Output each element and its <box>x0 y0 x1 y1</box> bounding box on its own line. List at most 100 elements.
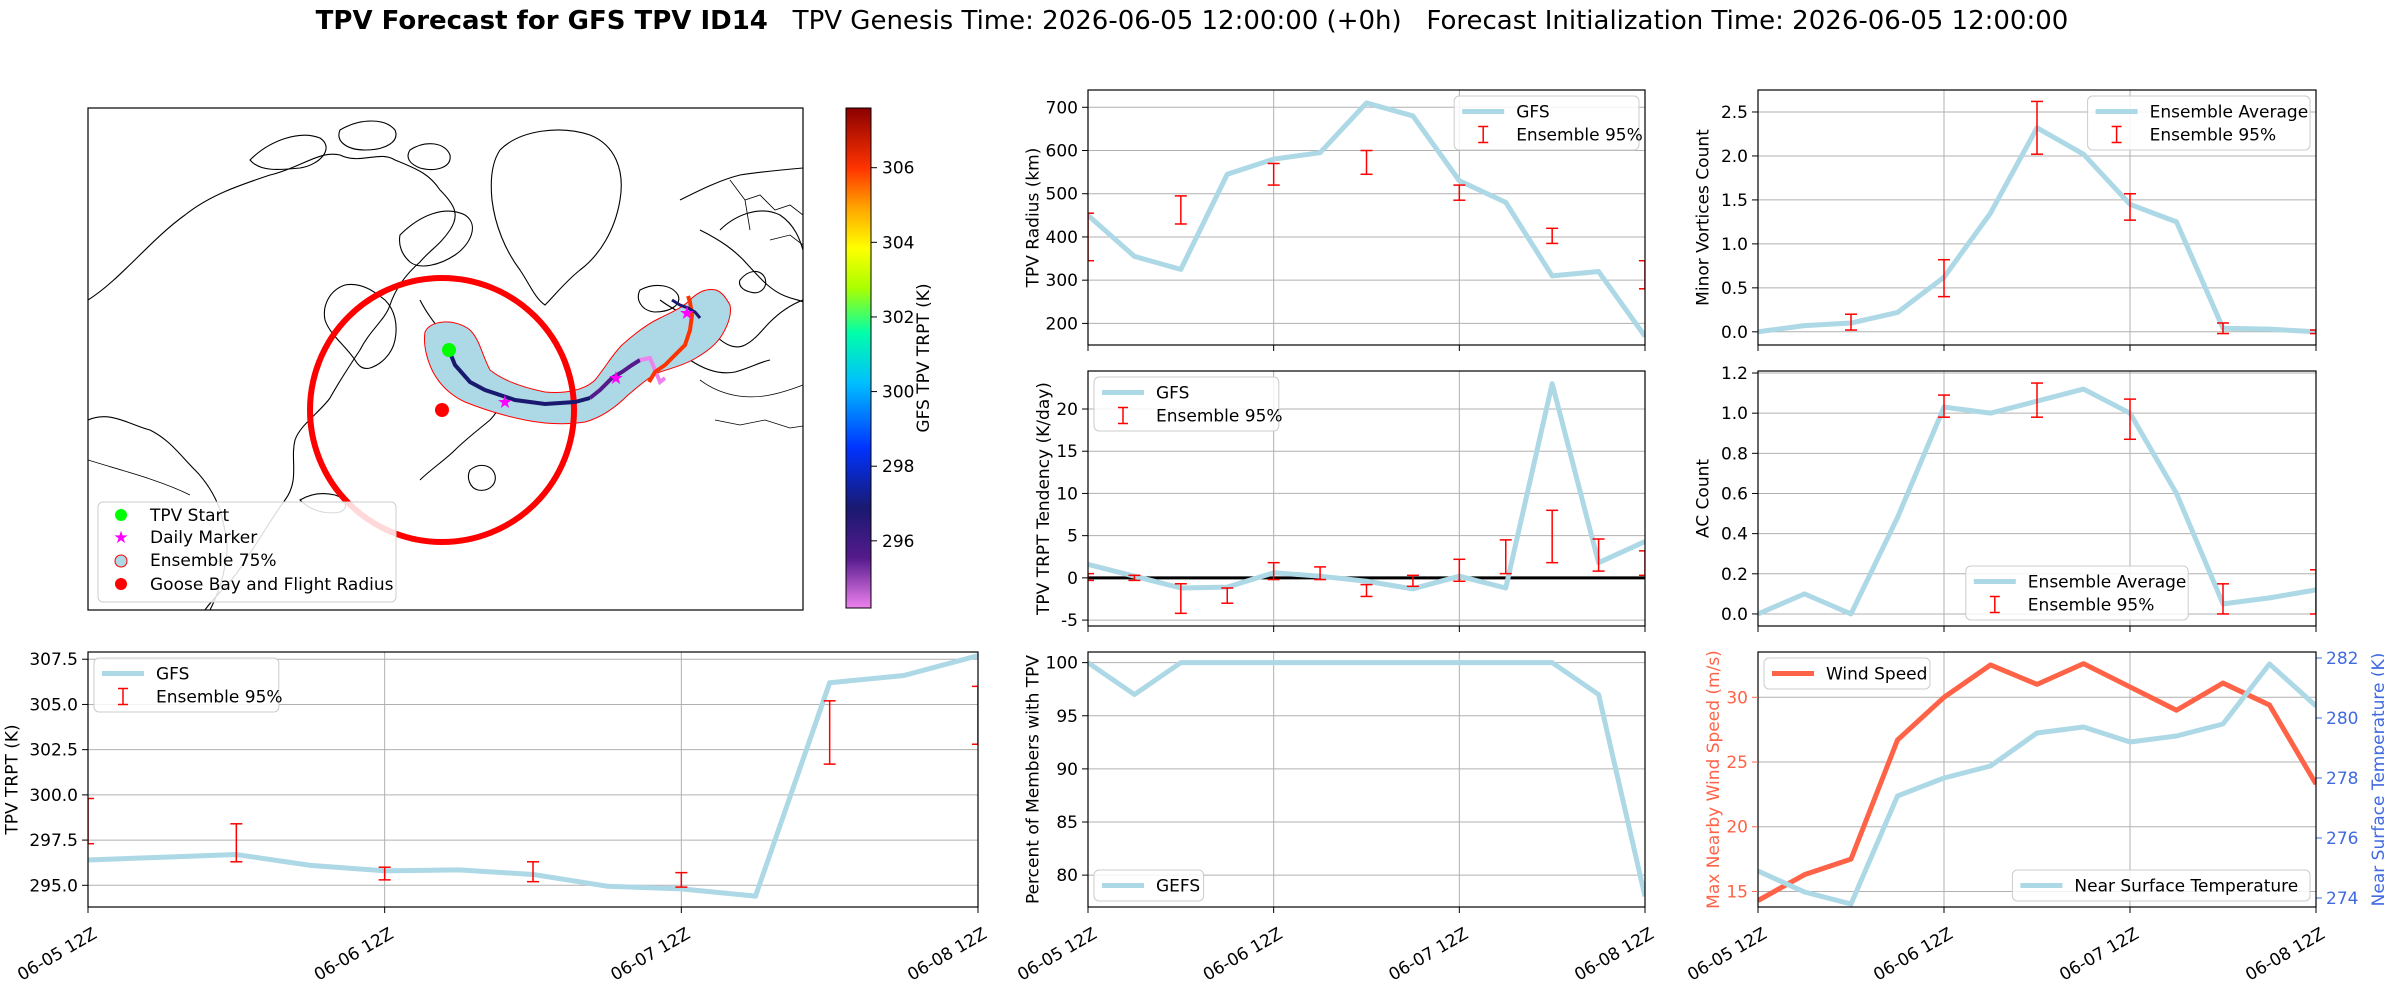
chart-legend: GFS Ensemble 95% <box>93 657 283 713</box>
legend-ensemble-75-label: Ensemble 75% <box>150 551 277 571</box>
errorbar <box>1088 572 1094 582</box>
y-tick-label: 700 <box>1046 98 1078 118</box>
legend-box <box>2011 869 2311 902</box>
y-tick-label: 1.2 <box>1721 364 1748 384</box>
y-tick-label: 15 <box>1726 882 1748 902</box>
chart-frame <box>1087 651 1646 908</box>
chart-frame <box>87 651 979 908</box>
legend-label: Ensemble 95% <box>2150 126 2277 146</box>
ensemble-75-region <box>424 289 731 425</box>
errorbar <box>1406 574 1419 588</box>
x-tick-label: 06-05 12Z <box>1684 924 1770 982</box>
errorbar <box>1845 313 1857 331</box>
legend-label: Ensemble 95% <box>1516 126 1643 146</box>
y-tick-label: 600 <box>1046 142 1078 162</box>
errorbar <box>1267 561 1280 581</box>
coastline-arctic-islands <box>249 120 451 171</box>
errorbar <box>1174 195 1187 225</box>
legend-goose-bay-icon <box>115 578 127 590</box>
y-axis-label: Max Nearby Wind Speed (m/s) <box>1704 650 1724 909</box>
errorbar <box>1174 583 1187 615</box>
map-panel: ★ ★ ★ TPV Start ★ Daily Marker Ensemble … <box>87 107 934 611</box>
tpv-track-end <box>671 298 702 319</box>
errorbar <box>823 700 836 765</box>
series-line-near-surface-temperature <box>1758 661 2316 907</box>
tpv-track-mid <box>588 358 642 400</box>
y-tick-label: -5 <box>1061 611 1078 631</box>
y-tick-label: 80 <box>1056 866 1078 886</box>
y-tick-label: 295.0 <box>29 876 78 896</box>
y-tick-label: 400 <box>1046 228 1078 248</box>
legend-tpv-start-label: TPV Start <box>149 506 230 526</box>
chart-frame <box>1757 651 2317 908</box>
chart-plot-area <box>1088 100 1645 338</box>
errorbar <box>378 866 391 881</box>
chart-tpv-trpt: GFS Ensemble 95% 295.0 297.5 300.0 302.5 305.0… <box>3 650 991 982</box>
y-tick-label: 0.6 <box>1721 484 1748 504</box>
errorbar <box>1453 184 1466 201</box>
x-tick-label: 06-08 12Z <box>904 924 990 982</box>
errorbar <box>1938 394 1950 418</box>
errorbar <box>1267 162 1280 186</box>
coastline-north-america <box>88 153 456 610</box>
legend-box <box>1965 565 2189 621</box>
errorbar <box>1314 566 1327 581</box>
chart-plot-area <box>1088 660 1645 897</box>
y-tick-label: 5 <box>1067 527 1078 547</box>
y-tick-label: 25 <box>1726 753 1748 773</box>
x-tick-label: 06-07 12Z <box>608 924 694 982</box>
series-line <box>1088 660 1645 897</box>
y-tick-label: 297.5 <box>29 831 78 851</box>
chart-legend: Ensemble Average Ensemble 95% <box>2087 95 2311 151</box>
coastline-europe <box>659 167 803 374</box>
y-tick-label: 302.5 <box>29 741 78 761</box>
colorbar-tick-label: 302 <box>882 308 914 328</box>
series-line <box>1758 125 2316 335</box>
errorbar <box>1221 587 1234 604</box>
chart-plot-area <box>1758 382 2316 617</box>
chart-legend: GEFS <box>1093 869 1205 902</box>
chart-frame <box>1087 370 1646 627</box>
y-tick-label: 300.0 <box>29 786 78 806</box>
map-colorbar: 296 298 300 302 304 306 GFS TPV TRPT (K) <box>845 107 934 609</box>
y-tick-label: 30 <box>1726 688 1748 708</box>
y-tick-label: 200 <box>1046 314 1078 334</box>
y-tick-label: 307.5 <box>29 650 78 670</box>
y-tick-label: 500 <box>1046 185 1078 205</box>
legend-label: Ensemble Average <box>2150 103 2309 123</box>
errorbar <box>1639 259 1645 290</box>
chart-ac-count: Ensemble Average Ensemble 95% 0.0 0.2 0.4 0.6… <box>1694 364 2317 632</box>
errorbar <box>1499 539 1512 575</box>
y2-tick-label: 276 <box>2326 829 2358 849</box>
chart-percent-members: GEFS 80 85 90 95 100 06-05 12Z 06-06 12Z 06-07 1… <box>1014 651 1658 982</box>
errorbar <box>1546 227 1559 245</box>
errorbar <box>1453 558 1466 582</box>
coastline-baffin <box>398 210 473 267</box>
y2-tick-label: 282 <box>2326 649 2358 669</box>
y-tick-label: 15 <box>1056 442 1078 462</box>
legend-label: Near Surface Temperature <box>2074 877 2298 897</box>
map-legend: TPV Start ★ Daily Marker Ensemble 75% Go… <box>97 501 397 603</box>
y-axis-label: AC Count <box>1694 459 1714 538</box>
map-legend-box <box>97 501 397 603</box>
y2-tick-label: 280 <box>2326 709 2358 729</box>
y-tick-label: 300 <box>1046 271 1078 291</box>
goose-bay-flight-radius <box>307 275 577 545</box>
y-tick-label: 1.0 <box>1721 235 1748 255</box>
legend-label: Ensemble 95% <box>1156 407 1283 427</box>
figure-title: TPV Forecast for GFS TPV ID14 TPV Genesi… <box>0 6 2384 36</box>
x-tick-label: 06-06 12Z <box>1200 924 1286 982</box>
y-tick-label: 0.0 <box>1721 323 1748 343</box>
daily-marker-3: ★ <box>679 303 695 324</box>
errorbar <box>972 685 978 745</box>
y-axis-label: Minor Vortices Count <box>1694 129 1714 306</box>
errorbar <box>2310 569 2316 615</box>
chart-frame <box>1757 370 2317 627</box>
series-line-wind-speed <box>1758 661 2316 903</box>
errorbar <box>1546 509 1559 564</box>
x-tick-label: 06-07 12Z <box>1386 924 1472 982</box>
errorbar <box>2124 193 2136 221</box>
y-tick-label: 1.5 <box>1721 191 1748 211</box>
colorbar-tick-label: 298 <box>882 457 914 477</box>
